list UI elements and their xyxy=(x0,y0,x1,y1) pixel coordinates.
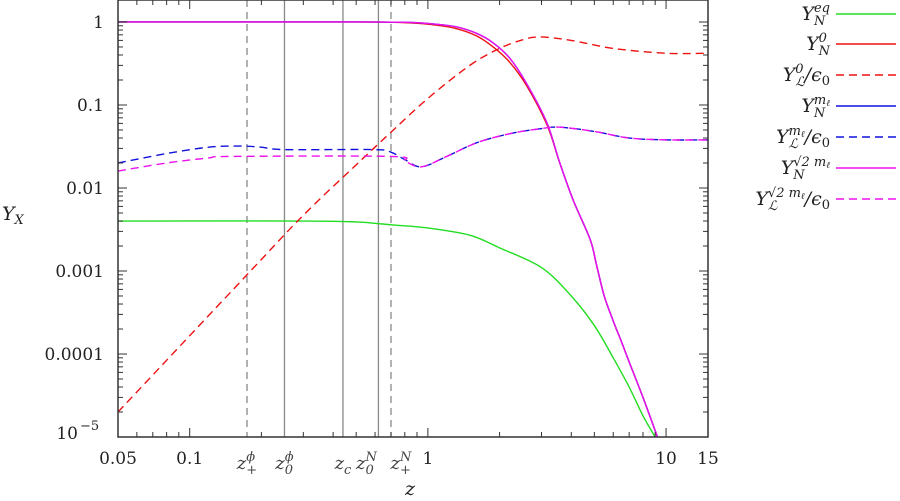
y-tick-label: 10 xyxy=(56,424,78,444)
x-tick-label: 10 xyxy=(655,449,677,469)
y-tick-label: 0.01 xyxy=(66,179,104,199)
series-line-5 xyxy=(118,21,659,437)
y-tick-label: 1 xyxy=(93,13,104,33)
marker-label: z N + xyxy=(390,450,412,478)
x-axis-label: z xyxy=(405,478,416,500)
legend-label: Y 0 ℒ/ϵ0 xyxy=(782,62,830,90)
plot-frame xyxy=(117,0,709,438)
x-tick-label: 0.05 xyxy=(99,449,137,469)
x-tick-label: 1 xyxy=(422,449,433,469)
y-tick-label: 0.1 xyxy=(77,96,104,116)
y-tick-exponent: −5 xyxy=(80,419,99,434)
series-line-1 xyxy=(118,21,659,437)
series-line-2 xyxy=(118,36,708,413)
series-line-4 xyxy=(118,126,708,168)
legend-label: Y √2 mℓ ℒ/ϵ0 xyxy=(755,186,830,214)
y-tick-label: 0.0001 xyxy=(45,345,104,365)
y-tick-label: 0.001 xyxy=(55,262,104,282)
series-line-3 xyxy=(118,21,659,437)
x-tick-label: 0.1 xyxy=(176,449,203,469)
x-tick-label: 15 xyxy=(697,449,719,469)
series-line-0 xyxy=(118,220,656,437)
y-axis-label: YX xyxy=(2,203,24,228)
legend-label: Y √2 mℓ N xyxy=(780,155,830,183)
marker-label: z ϕ + xyxy=(236,450,258,478)
series-line-6 xyxy=(118,126,708,172)
